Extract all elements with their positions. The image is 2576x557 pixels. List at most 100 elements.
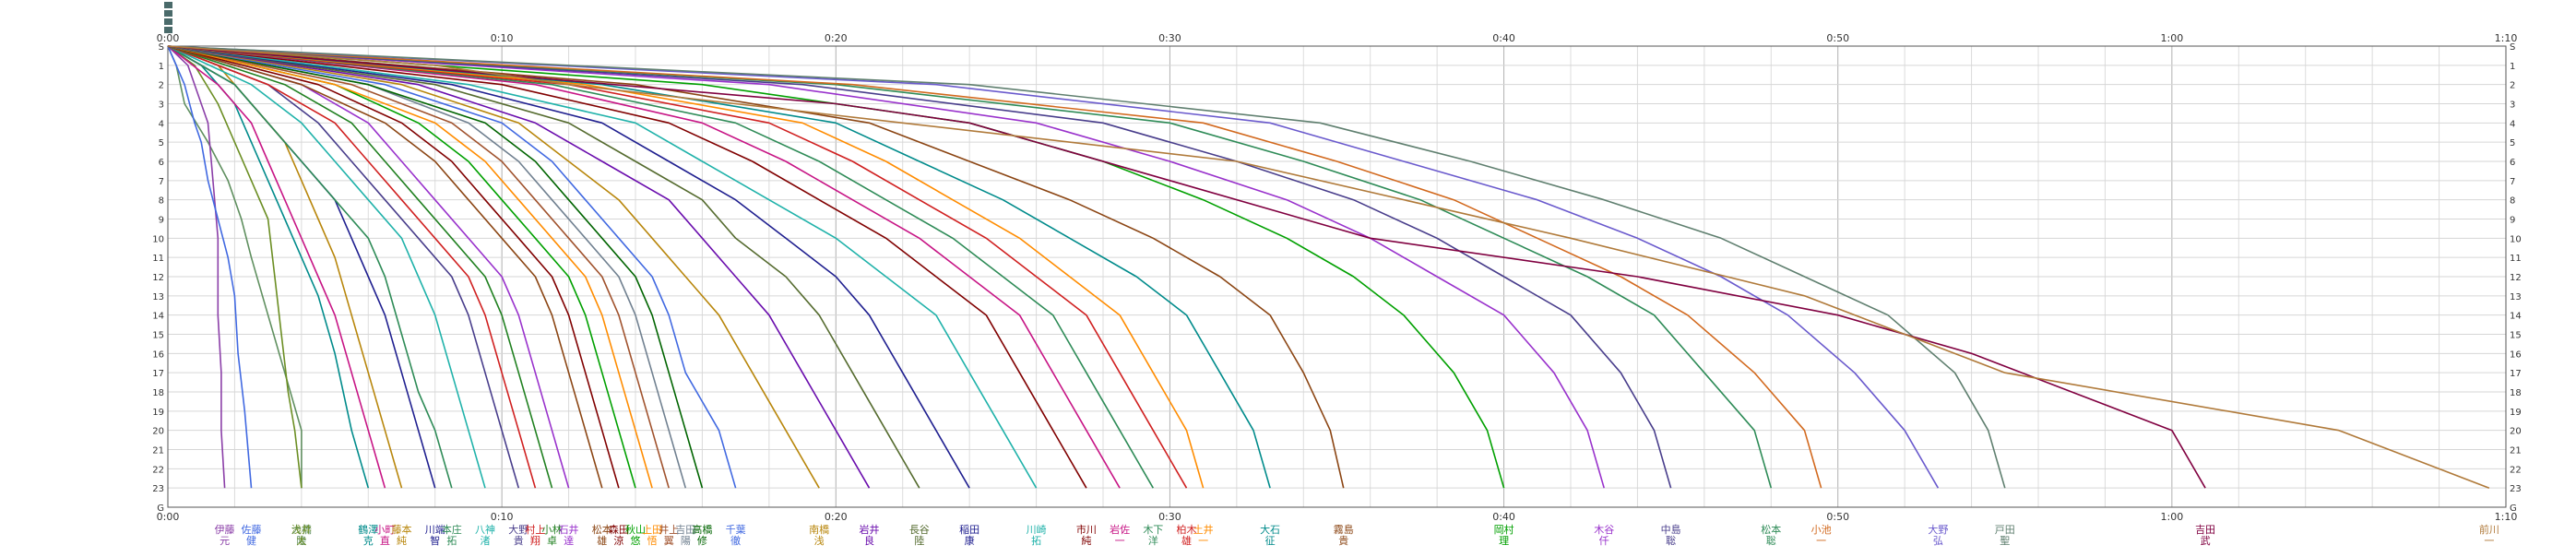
series-line (167, 45, 453, 489)
y-tick-label-left: 22 (152, 465, 164, 475)
legend-entry: 雄 (597, 534, 607, 547)
series-line (167, 45, 303, 489)
series-line (167, 45, 704, 489)
y-tick-label-right: 13 (2510, 292, 2522, 302)
x-tick-label-bottom: 0:00 (157, 511, 180, 523)
series-line (167, 45, 670, 489)
legend-entry: 岩井 (860, 523, 880, 536)
start-marker (164, 2, 172, 33)
tick-layer: 0:00 0:00 0:10 0:10 0:20 0:20 0:30 0:30 0:40 0:40… (152, 32, 2521, 523)
y-tick-label-right: 5 (2510, 138, 2515, 148)
series-line (167, 45, 570, 489)
series-line (167, 45, 687, 489)
legend-entry: 南橋 (809, 523, 829, 536)
legend-entry: 純 (1081, 535, 1091, 547)
legend-entry: 直 (380, 534, 390, 547)
y-tick-label-right: 6 (2510, 158, 2515, 168)
series-line (167, 45, 871, 489)
legend-entry: 高橋 (692, 523, 712, 536)
y-tick-label-right: 19 (2510, 408, 2522, 418)
series-line (167, 45, 1038, 489)
legend-entry: 翼 (664, 535, 674, 547)
y-tick-label-right: G (2510, 504, 2517, 514)
x-tick-label-bottom: 1:10 (2495, 511, 2518, 523)
y-tick-label-right: 4 (2510, 119, 2515, 129)
legend-entry: 達 (564, 535, 574, 547)
y-tick-label-left: 9 (159, 216, 164, 226)
series-line (167, 45, 553, 489)
x-tick-label-bottom: 0:30 (1158, 511, 1181, 523)
series-line (167, 45, 653, 489)
series-line (167, 45, 1188, 489)
x-tick-label-top: 0:50 (1826, 32, 1849, 44)
legend-entry: 武 (2201, 535, 2211, 547)
legend-entry: 健 (246, 535, 256, 547)
series-line (167, 45, 520, 489)
y-tick-label-left: 13 (152, 292, 164, 302)
legend-entry: 前川 (2479, 523, 2499, 536)
y-tick-label-left: 11 (152, 254, 164, 264)
series-line (167, 45, 1672, 489)
y-tick-label-right: 17 (2510, 369, 2522, 379)
legend-entry: 浅 (814, 535, 825, 547)
legend-entry: 佐藤 (242, 523, 262, 536)
y-tick-label-right: 18 (2510, 388, 2522, 398)
legend-entry: 木下 (1143, 524, 1163, 536)
y-tick-label-left: 8 (159, 196, 164, 207)
legend-entry: 大野 (508, 523, 528, 536)
legend-entry: 一 (1816, 535, 1826, 547)
series-line (167, 45, 1205, 489)
series-line (167, 45, 636, 489)
legend-entry: 石井 (559, 523, 579, 536)
series-line (167, 45, 486, 489)
series-line (167, 45, 603, 489)
legend-entry: 一 (1198, 535, 1208, 547)
legend-entry: 弘 (1933, 535, 1943, 547)
legend-entry: 岡村 (1494, 523, 1514, 536)
x-tick-label-top: 1:10 (2495, 32, 2518, 44)
legend-entry: 小池 (1811, 524, 1832, 536)
y-tick-label-right: 14 (2510, 312, 2522, 322)
legend-entry: 洋 (1148, 534, 1158, 547)
x-tick-label-top: 0:10 (491, 32, 514, 44)
y-tick-label-left: 2 (159, 81, 164, 91)
y-tick-label-left: 20 (152, 427, 164, 437)
legend-entry: 井上 (659, 523, 679, 536)
series-line (167, 45, 1822, 489)
legend-entry: 陸 (914, 535, 924, 547)
y-tick-label-left: 4 (159, 119, 164, 129)
legend-entry: 大野 (1928, 523, 1948, 536)
legend-entry: 柏木 (1177, 523, 1197, 536)
legend-entry: 悠 (631, 534, 641, 547)
y-tick-label-right: 15 (2510, 331, 2522, 341)
legend-entry: 聡 (1766, 534, 1776, 547)
y-tick-label-left: 3 (159, 101, 164, 111)
legend-entry: 千葉 (726, 523, 746, 536)
legend-entry: 吉田 (675, 524, 695, 536)
y-tick-label-left: 6 (159, 158, 164, 168)
y-tick-label-right: 7 (2510, 177, 2515, 187)
legend-layer: 大橋隆伊藤元佐藤健浅井太鶴澤克小町直川端智藤本純本庄拓八神渚大野貴村上翔小林卓石… (215, 523, 2499, 547)
legend-entry: 修 (697, 534, 707, 547)
legend-entry: 藤本 (392, 523, 412, 536)
legend-entry: 松本 (592, 523, 612, 536)
legend-entry: 翔 (530, 534, 540, 547)
legend-entry: 涼 (613, 534, 623, 547)
x-tick-label-bottom: 0:50 (1826, 511, 1849, 523)
legend-entry: 聡 (1666, 534, 1676, 547)
x-tick-label-bottom: 0:20 (825, 511, 848, 523)
y-tick-label-left: 10 (152, 234, 164, 244)
legend-entry: 康 (965, 534, 975, 547)
series-line (167, 45, 1940, 489)
legend-entry: 拓 (446, 534, 457, 547)
legend-entry: 戸田 (1995, 524, 2015, 536)
legend-entry: 本庄 (442, 523, 462, 536)
legend-entry: 小林 (541, 523, 562, 536)
series-line (167, 45, 1271, 489)
legend-entry: 吉田 (2195, 524, 2215, 536)
legend-entry: 霧島 (1334, 523, 1354, 536)
legend-entry: 理 (1499, 535, 1509, 547)
legend-entry: 智 (430, 534, 440, 547)
legend-entry: 貴 (1338, 534, 1348, 547)
